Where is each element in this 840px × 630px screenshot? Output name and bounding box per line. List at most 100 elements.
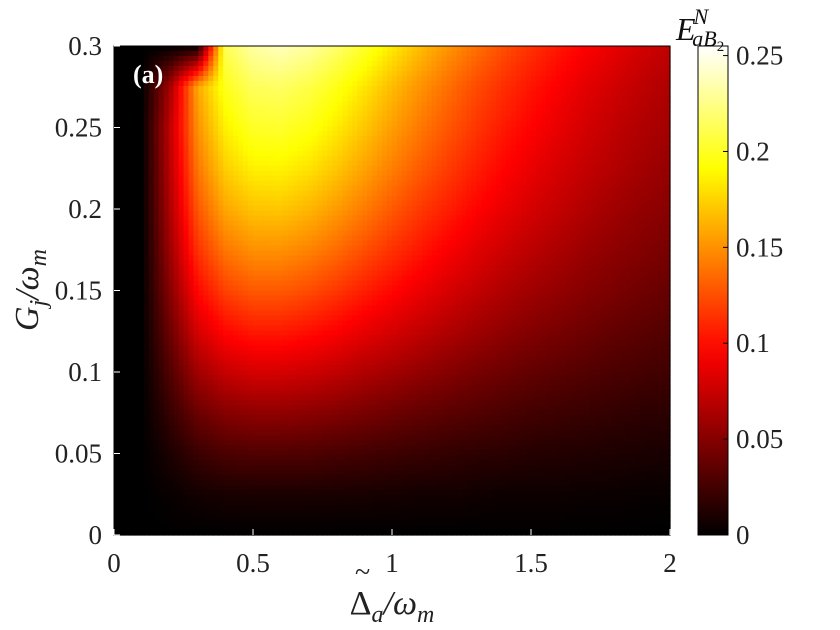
heatmap-cell (456, 105, 463, 112)
heatmap-cell (466, 150, 473, 157)
heatmap-cell (297, 50, 304, 57)
heatmap-cell (446, 150, 453, 157)
heatmap-cell (262, 145, 269, 152)
heatmap-cell (233, 50, 239, 57)
heatmap-cell (396, 225, 403, 232)
heatmap-cell (198, 255, 204, 262)
heatmap-cell (307, 130, 314, 137)
heatmap-cell (332, 195, 338, 202)
heatmap-cell (322, 75, 329, 82)
heatmap-cell (645, 135, 651, 142)
heatmap-cell (387, 135, 393, 142)
heatmap-cell (262, 170, 269, 177)
heatmap-cell (526, 135, 532, 142)
heatmap-cell (575, 105, 582, 112)
heatmap-cell (253, 90, 259, 97)
heatmap-cell (476, 195, 482, 202)
heatmap-cell (595, 240, 602, 247)
heatmap-cell (153, 105, 160, 112)
heatmap-cell (287, 120, 294, 127)
heatmap-cell (461, 215, 468, 222)
heatmap-cell (188, 65, 195, 72)
heatmap-cell (575, 160, 582, 167)
heatmap-cell (555, 115, 562, 122)
heatmap-cell (248, 85, 254, 92)
heatmap-cell (421, 155, 428, 162)
heatmap-cell (183, 190, 190, 197)
heatmap-cell (650, 220, 656, 227)
heatmap-cell (148, 80, 155, 87)
heatmap-cell (605, 46, 612, 52)
heatmap-cell (486, 190, 492, 197)
heatmap-cell (471, 80, 477, 87)
heatmap-cell (565, 255, 572, 262)
heatmap-cell (262, 245, 269, 252)
heatmap-cell (521, 100, 527, 107)
heatmap-cell (257, 215, 264, 222)
heatmap-cell (208, 70, 214, 77)
heatmap-cell (392, 250, 398, 257)
heatmap-cell (585, 55, 592, 62)
heatmap-cell (218, 130, 224, 137)
heatmap-cell (178, 75, 185, 82)
heatmap-cell (406, 230, 413, 237)
heatmap-cell (605, 140, 612, 147)
heatmap-cell (357, 75, 363, 82)
heatmap-cell (545, 120, 552, 127)
heatmap-cell (406, 50, 413, 57)
heatmap-cell (322, 180, 329, 187)
heatmap-cell (496, 185, 502, 192)
heatmap-cell (218, 75, 224, 82)
heatmap-cell (163, 215, 170, 222)
heatmap-cell (118, 200, 125, 207)
heatmap-cell (178, 200, 185, 207)
heatmap-cell (337, 250, 343, 257)
heatmap-cell (372, 85, 378, 92)
heatmap-cell (297, 190, 304, 197)
heatmap-cell (228, 130, 234, 137)
heatmap-cell (272, 55, 279, 62)
heatmap-cell (451, 200, 458, 207)
heatmap-cell (605, 85, 612, 92)
heatmap-cell (486, 60, 492, 67)
heatmap-cell (228, 145, 234, 152)
heatmap-cell (233, 60, 239, 67)
heatmap-cell (257, 240, 264, 247)
heatmap-cell (531, 140, 537, 147)
heatmap-cell (213, 55, 219, 62)
heatmap-cell (307, 160, 314, 167)
heatmap-cell (272, 130, 279, 137)
heatmap-cell (491, 155, 497, 162)
heatmap-cell (138, 165, 145, 172)
heatmap-cell (367, 65, 373, 72)
heatmap-cell (153, 100, 160, 107)
heatmap-cell (322, 70, 329, 77)
heatmap-cell (342, 46, 348, 52)
heatmap-cell (292, 100, 299, 107)
heatmap-cell (451, 65, 458, 72)
heatmap-cell (411, 85, 418, 92)
heatmap-cell (213, 110, 219, 117)
heatmap-cell (347, 130, 353, 137)
heatmap-cell (357, 145, 363, 152)
heatmap-cell (302, 135, 309, 142)
heatmap-cell (143, 55, 150, 62)
heatmap-cell (228, 85, 234, 92)
heatmap-cell (114, 260, 120, 267)
heatmap-cell (138, 115, 145, 122)
heatmap-cell (615, 140, 621, 147)
heatmap-cell (565, 80, 572, 87)
heatmap-cell (441, 120, 448, 127)
heatmap-cell (615, 85, 621, 92)
heatmap-cell (406, 255, 413, 262)
heatmap-cell (163, 220, 170, 227)
heatmap-cell (580, 105, 587, 112)
heatmap-cell (377, 200, 383, 207)
heatmap-cell (248, 265, 254, 272)
heatmap-cell (198, 160, 204, 167)
heatmap-cell (307, 135, 314, 142)
heatmap-cell (496, 180, 502, 187)
heatmap-cell (635, 155, 641, 162)
heatmap-cell (660, 120, 666, 127)
heatmap-cell (575, 150, 582, 157)
